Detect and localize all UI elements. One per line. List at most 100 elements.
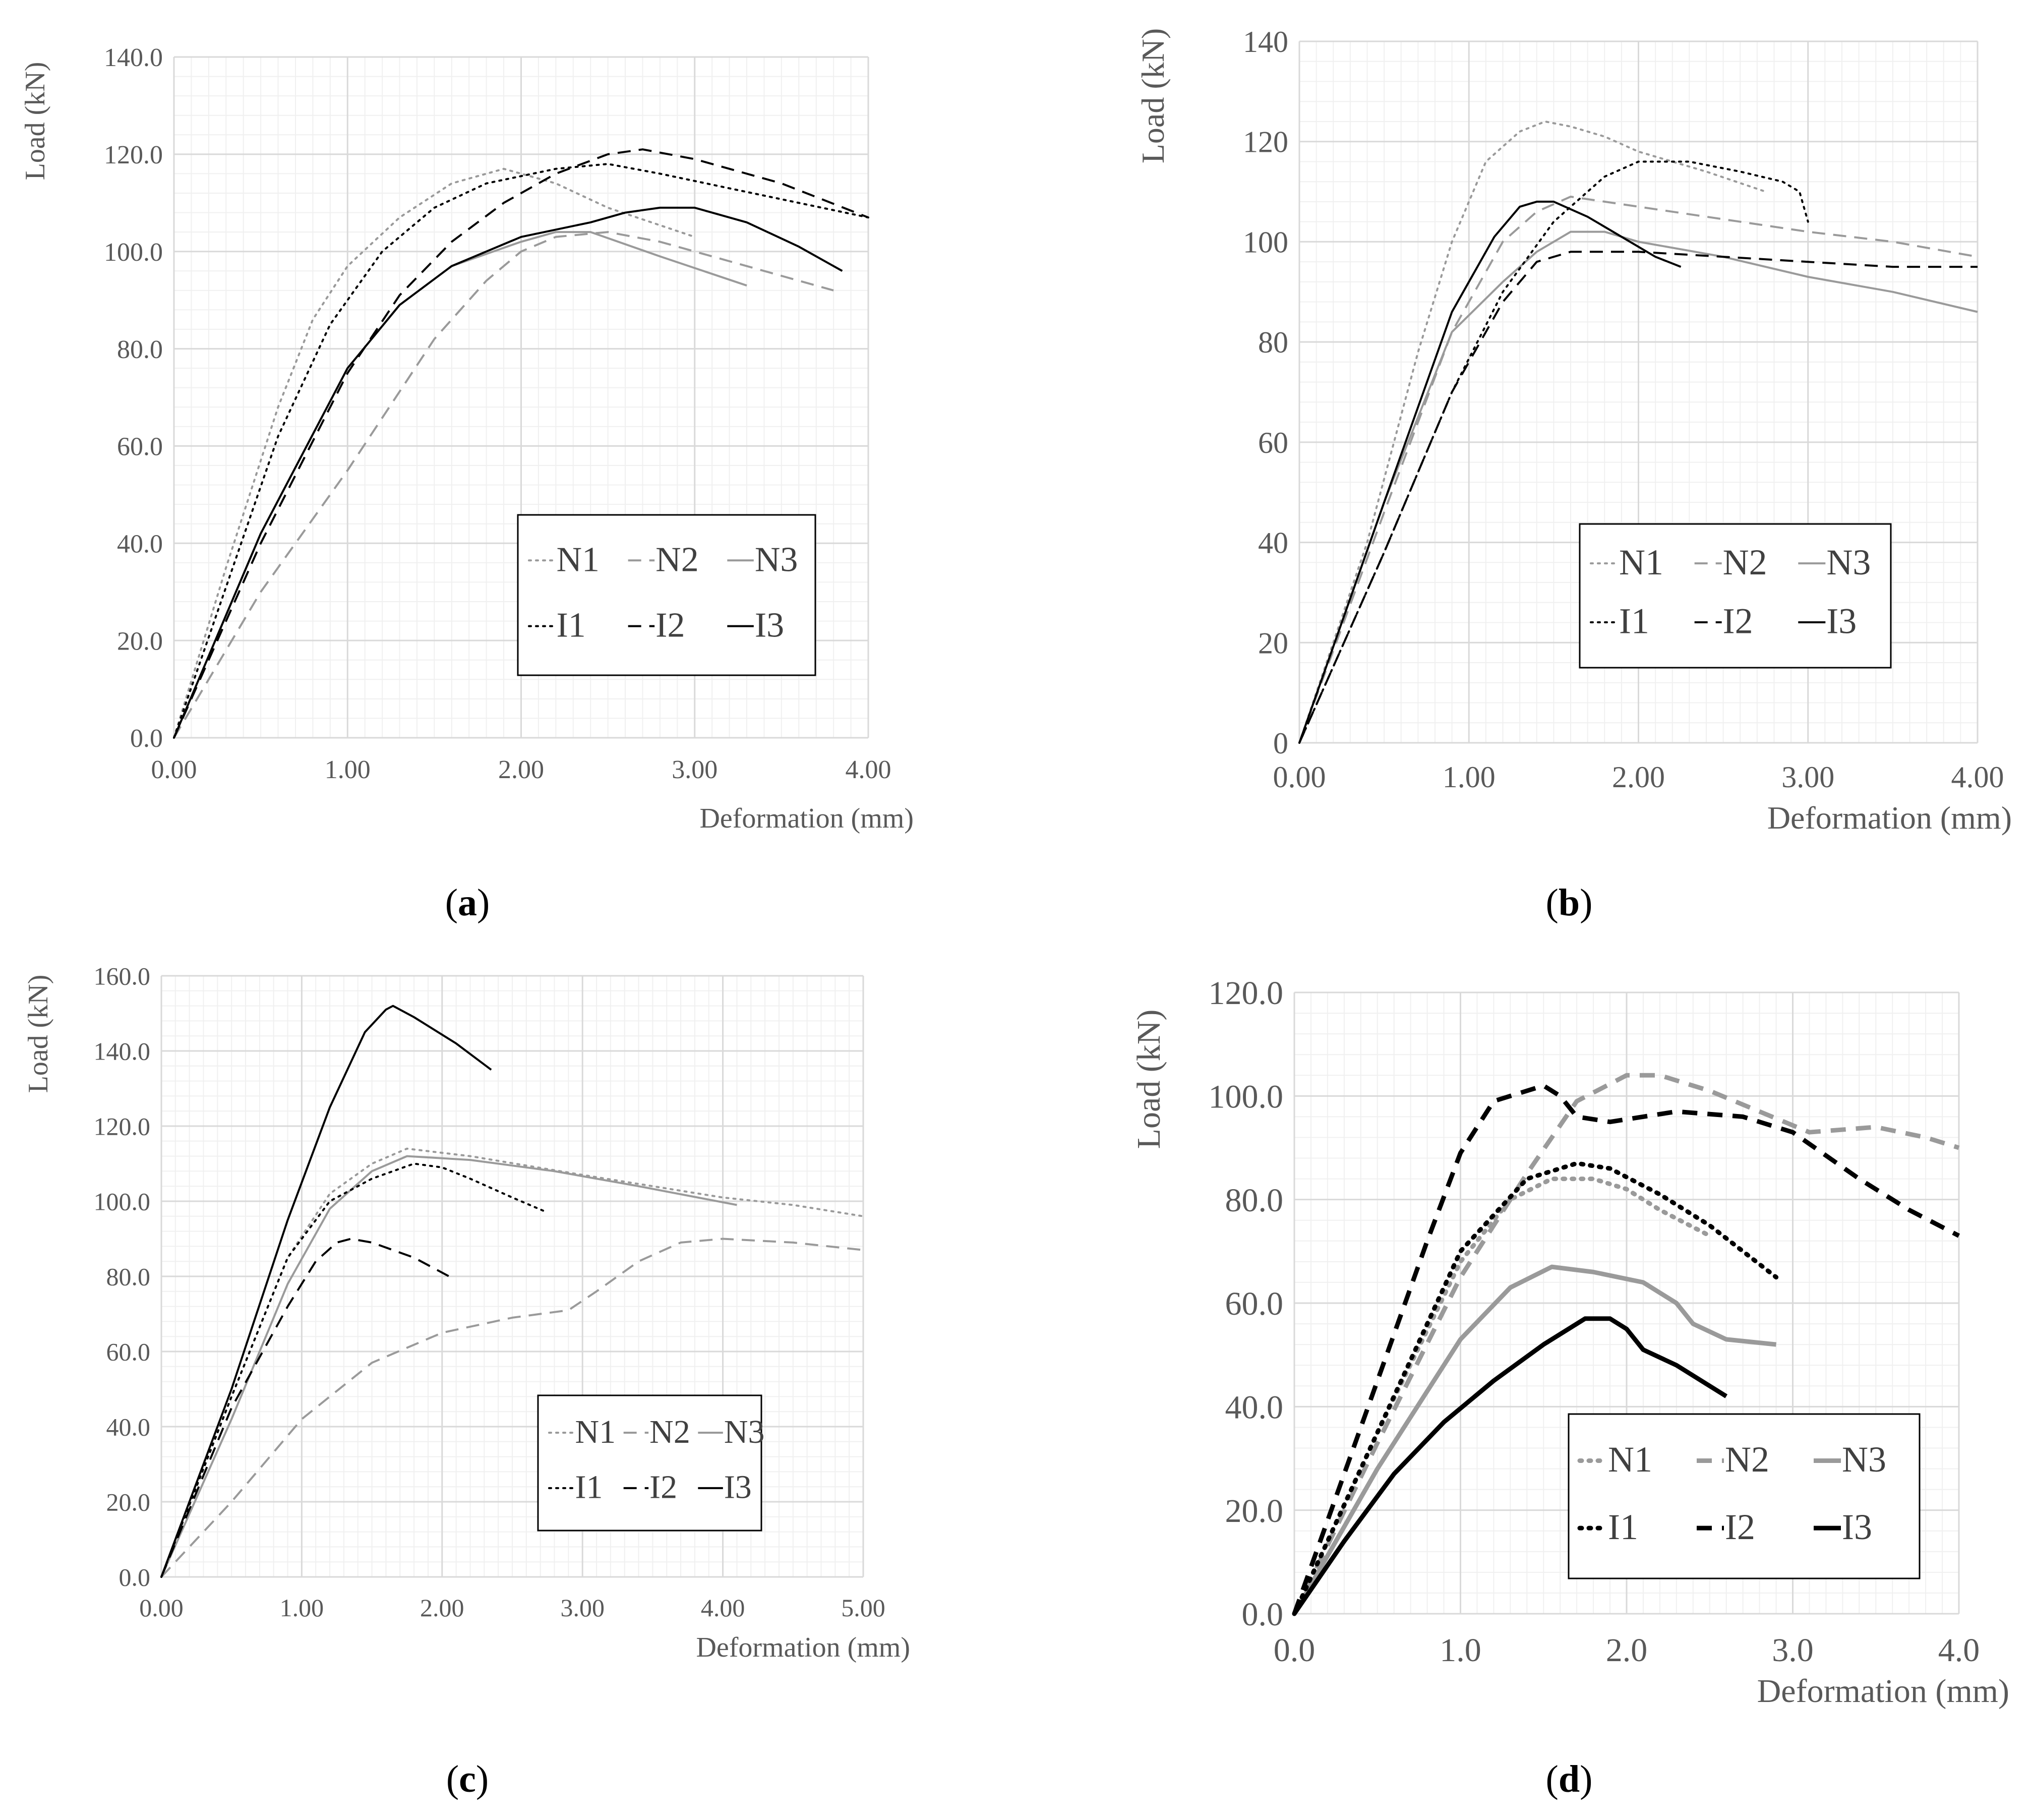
- y-tick-label: 100.0: [1209, 1078, 1284, 1115]
- legend-label-n1: N1: [557, 540, 600, 579]
- caption-d: (d): [1546, 1758, 1593, 1800]
- legend-label-n3: N3: [755, 540, 798, 579]
- x-tick-label: 1.00: [280, 1594, 324, 1622]
- legend: N1 N2 N3 I1 I2 I3: [1579, 523, 1892, 669]
- legend-label-i2: I2: [1725, 1507, 1755, 1547]
- legend-label-i1: I1: [557, 606, 586, 645]
- x-tick-label: 3.00: [560, 1594, 605, 1622]
- series-line-n2: [173, 231, 834, 739]
- y-axis-title: Load (kN): [1135, 28, 1171, 163]
- series-line-i1: [173, 163, 869, 739]
- caption-a: (a): [445, 882, 490, 924]
- x-axis-title: Deformation (mm): [1757, 1673, 2009, 1710]
- y-tick-label: 80.0: [1225, 1182, 1284, 1219]
- series-line-i2: [160, 1238, 450, 1577]
- x-tick-label: 3.00: [1781, 760, 1834, 794]
- y-tick-label: 140.0: [94, 1037, 151, 1066]
- series-line-i3: [160, 1005, 492, 1577]
- legend: N1 N2 N3 I1 I2 I3: [517, 514, 816, 676]
- legend: N1 N2 N3 I1 I2 I3: [537, 1394, 765, 1532]
- legend-label-i3: I3: [1826, 601, 1857, 641]
- series-line-i2: [1298, 251, 1978, 743]
- y-tick-label: 0.0: [119, 1563, 151, 1592]
- x-tick-label: 1.00: [325, 755, 371, 784]
- legend-label-i2: I2: [655, 606, 685, 645]
- series-line-i3: [173, 206, 843, 738]
- y-axis-title: Load (kN): [20, 62, 51, 181]
- legend-label-n2: N2: [649, 1414, 690, 1450]
- x-tick-label: 4.0: [1938, 1632, 1980, 1669]
- legend-label-n3: N3: [724, 1414, 765, 1450]
- x-tick-label: 0.00: [139, 1594, 184, 1622]
- legend-label-i1: I1: [1619, 601, 1649, 641]
- series-line-i3: [1298, 200, 1682, 743]
- legend-label-i2: I2: [1723, 601, 1753, 641]
- x-tick-label: 2.00: [420, 1594, 464, 1622]
- x-tick-label: 1.0: [1440, 1632, 1481, 1669]
- y-tick-label: 60.0: [106, 1338, 151, 1366]
- y-tick-label: 100: [1243, 225, 1288, 259]
- legend-label-n2: N2: [1723, 542, 1767, 582]
- caption-c: (c): [446, 1758, 489, 1800]
- y-tick-label: 60: [1258, 426, 1288, 459]
- series-line-i1: [1298, 160, 1809, 744]
- y-tick-label: 60.0: [117, 433, 163, 461]
- y-tick-label: 80.0: [117, 335, 163, 364]
- y-tick-label: 40: [1258, 526, 1288, 560]
- legend-label-i3: I3: [724, 1469, 752, 1506]
- series-line-n3: [1292, 1264, 1777, 1615]
- y-tick-label: 40.0: [106, 1413, 151, 1441]
- y-tick-label: 20.0: [117, 627, 163, 656]
- x-axis-title: Deformation (mm): [1767, 800, 2012, 836]
- y-tick-label: 120.0: [104, 141, 163, 169]
- legend: N1 N2 N3 I1 I2 I3: [1568, 1413, 1921, 1579]
- legend-label-n1: N1: [1619, 542, 1663, 582]
- x-tick-label: 0.00: [151, 755, 197, 784]
- legend-label-i2: I2: [649, 1469, 677, 1506]
- y-tick-label: 80.0: [106, 1263, 151, 1291]
- panel-d: 0.0 1.0 2.0 3.0 4.0 0.0 20.0 40.0 60.0 80.0 100.0 1…: [1130, 975, 2009, 1710]
- y-tick-label: 40.0: [117, 530, 163, 558]
- y-axis-title: Load (kN): [1130, 1010, 1167, 1149]
- panel-b: 0.00 1.00 2.00 3.00 4.00 0 20 40 60 80 100 120 140 De…: [1135, 25, 2012, 836]
- x-tick-label: 3.0: [1772, 1632, 1814, 1669]
- panel-c: 0.00 1.00 2.00 3.00 4.00 5.00 0.0 20.0 40.0 60.0 8…: [23, 962, 910, 1664]
- y-tick-label: 0.0: [1242, 1596, 1284, 1633]
- series-line-i1: [160, 1162, 549, 1578]
- legend-label-n1: N1: [1608, 1439, 1652, 1480]
- series-line-n3: [1298, 230, 1978, 743]
- x-tick-label: 2.00: [498, 755, 544, 784]
- y-tick-label: 0.0: [130, 724, 163, 753]
- y-tick-label: 100.0: [94, 1188, 151, 1216]
- legend-box: [517, 514, 816, 676]
- legend-label-n3: N3: [1826, 542, 1871, 582]
- x-tick-label: 2.0: [1606, 1632, 1648, 1669]
- legend-box: [1568, 1413, 1921, 1579]
- y-tick-label: 140.0: [104, 43, 163, 72]
- y-tick-label: 20.0: [106, 1488, 151, 1516]
- legend-label-i1: I1: [575, 1469, 603, 1506]
- x-tick-label: 4.00: [846, 755, 891, 784]
- panel-a: 0.00 1.00 2.00 3.00 4.00 0.0 20.0 40.0 60.0 80.0 1…: [20, 43, 914, 834]
- series-line-n1: [173, 167, 696, 739]
- x-axis-title: Deformation (mm): [699, 803, 914, 834]
- legend-label-n2: N2: [1725, 1439, 1769, 1480]
- y-tick-label: 80: [1258, 326, 1288, 359]
- x-tick-label: 3.00: [672, 755, 718, 784]
- y-tick-label: 120.0: [1209, 975, 1284, 1012]
- series-line-i1: [1292, 1161, 1779, 1616]
- x-tick-label: 0.0: [1274, 1632, 1316, 1669]
- legend-label-n2: N2: [655, 540, 699, 579]
- y-tick-label: 120: [1243, 126, 1288, 159]
- y-tick-label: 20: [1258, 626, 1288, 660]
- legend-label-i1: I1: [1608, 1507, 1638, 1547]
- x-tick-label: 4.00: [1951, 760, 2004, 794]
- x-tick-label: 4.00: [701, 1594, 745, 1622]
- y-tick-label: 100.0: [104, 238, 163, 267]
- legend-label-n3: N3: [1842, 1439, 1886, 1480]
- series-line-n1: [1298, 121, 1767, 744]
- x-tick-label: 0.00: [1273, 760, 1326, 794]
- series-line-i2: [173, 148, 869, 738]
- legend-label-n1: N1: [575, 1414, 616, 1450]
